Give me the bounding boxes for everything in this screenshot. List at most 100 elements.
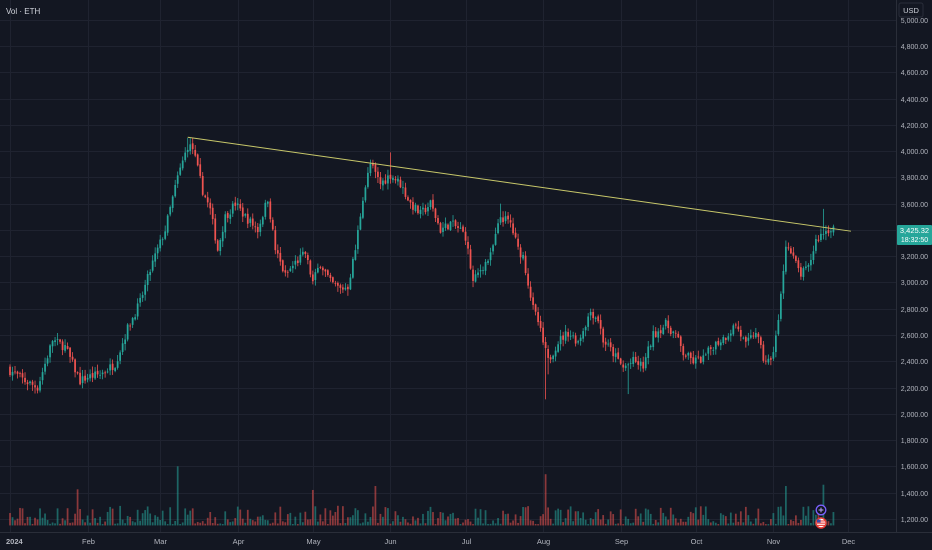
candle-body	[84, 375, 86, 381]
x-tick-label: Oct	[691, 537, 704, 546]
volume-bar	[347, 517, 349, 526]
candle-body	[457, 226, 459, 229]
candle-body	[369, 163, 372, 174]
candle-body	[652, 331, 655, 348]
volume-bar	[712, 521, 715, 526]
volume-bar	[86, 515, 89, 526]
volume-bar	[146, 506, 149, 526]
y-tick-label: 2,400.00	[901, 359, 928, 366]
candle-body	[407, 197, 409, 201]
candle-body	[141, 295, 144, 298]
candle-body	[774, 335, 777, 353]
price-axis[interactable]	[897, 0, 932, 532]
volume-bar	[487, 523, 489, 526]
candle-body	[231, 203, 234, 214]
volume-bar	[787, 523, 790, 526]
volume-bar	[254, 521, 257, 526]
candle-body	[569, 335, 572, 337]
candle-body	[244, 214, 247, 216]
candle-body	[229, 214, 232, 219]
candle-body	[800, 267, 802, 277]
candle-body	[196, 154, 199, 166]
candle-body	[89, 374, 91, 379]
y-tick-label: 1,400.00	[901, 491, 928, 498]
volume-bar	[449, 513, 452, 526]
volume-bar	[559, 509, 562, 526]
candle-body	[54, 340, 56, 343]
candle-body	[334, 283, 337, 285]
candle-body	[529, 286, 532, 298]
candle-body	[409, 200, 412, 203]
volume-bar	[189, 510, 192, 526]
candle-body	[201, 175, 204, 195]
candle-body	[269, 201, 272, 220]
volume-bar	[251, 520, 254, 526]
candle-body	[206, 197, 209, 203]
candle-body	[279, 252, 282, 262]
candle-body	[452, 220, 454, 222]
candle-body	[549, 357, 552, 360]
volume-bar	[492, 520, 494, 526]
volume-bar	[607, 519, 610, 526]
candle-body	[749, 335, 752, 338]
time-axis[interactable]: 2024 Feb Mar Apr May Jun Jul Aug Sep Oct Nov Dec	[6, 537, 855, 546]
candle-body	[121, 343, 124, 352]
candle-body	[790, 248, 792, 254]
us-flag-icon[interactable]	[815, 517, 827, 529]
candle-body	[502, 217, 504, 223]
volume-bar	[304, 511, 307, 526]
volume-bar	[805, 515, 807, 526]
volume-bar	[349, 517, 352, 526]
candle-body	[224, 214, 227, 233]
volume-bar	[457, 517, 459, 526]
candle-body	[437, 218, 439, 224]
x-tick-label: Mar	[154, 537, 167, 546]
volume-bar	[707, 519, 710, 526]
candle-body	[359, 216, 362, 230]
volume-bar	[744, 506, 747, 526]
last-price-badge: 3,425.32 18:32:50	[897, 225, 932, 245]
volume-bar	[114, 523, 117, 526]
candle-body	[512, 223, 514, 234]
volume-bar	[131, 521, 134, 526]
volume-bar	[499, 523, 502, 526]
candle-body	[86, 377, 89, 380]
volume-bar	[800, 519, 802, 526]
candle-body	[174, 184, 177, 197]
currency-button[interactable]	[898, 2, 924, 18]
volume-bar	[727, 523, 730, 526]
last-price-value: 3,425.32	[900, 226, 929, 235]
candle-body	[514, 232, 517, 238]
candle-body	[241, 207, 244, 217]
candle-body	[582, 331, 585, 339]
volume-bar	[264, 519, 267, 526]
volume-bar	[514, 514, 517, 526]
volume-bar	[474, 508, 477, 526]
volume-bar	[41, 517, 44, 526]
candle-body	[264, 202, 267, 217]
candle-body	[482, 270, 484, 271]
candle-body	[709, 347, 712, 349]
volume-bar	[156, 516, 159, 526]
candle-body	[737, 326, 740, 330]
volume-bar	[729, 512, 732, 526]
candle-body	[9, 366, 11, 376]
candle-body	[442, 227, 444, 232]
volume-bar	[164, 521, 167, 526]
volume-bar	[454, 518, 457, 526]
candle-body	[349, 277, 352, 290]
plus-circle-icon[interactable]	[815, 504, 827, 516]
volume-bar	[281, 521, 284, 526]
volume-bar	[519, 516, 522, 526]
trendline[interactable]	[187, 136, 852, 232]
candle-body	[154, 253, 157, 262]
volume-bar	[572, 521, 575, 526]
volume-bar	[394, 511, 397, 526]
x-tick-label: Aug	[537, 537, 550, 546]
candle-body	[374, 164, 377, 172]
volume-legend[interactable]: Vol · ETH	[6, 7, 40, 16]
candle-body	[797, 260, 800, 269]
candle-body	[599, 320, 602, 329]
volume-bar	[289, 512, 292, 526]
